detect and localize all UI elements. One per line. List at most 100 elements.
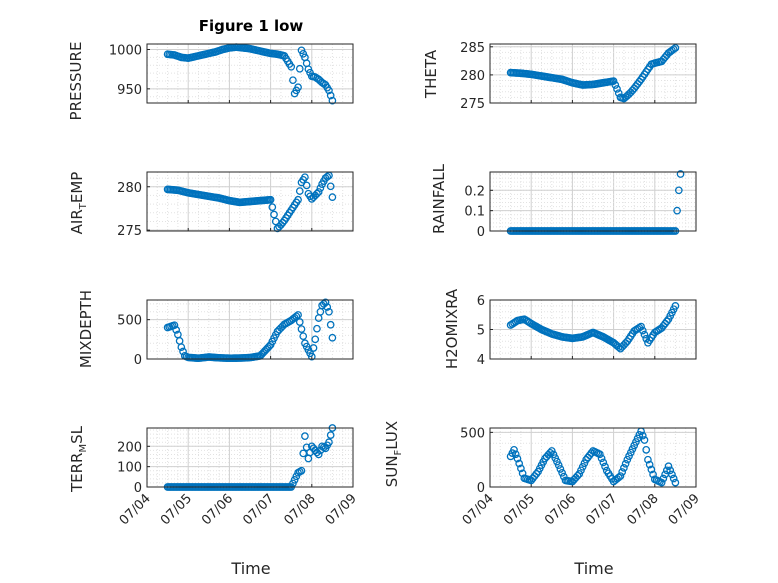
panel-background <box>147 428 353 487</box>
data-point <box>511 450 520 459</box>
axes-box <box>489 43 697 104</box>
data-point <box>638 431 647 440</box>
axes-box <box>489 427 697 488</box>
data-point <box>671 478 680 487</box>
data-point <box>295 64 304 73</box>
data-point <box>170 321 179 330</box>
y-tick-label: 0 <box>477 481 485 496</box>
y-tick-label: 500 <box>460 426 485 441</box>
data-point <box>513 454 522 463</box>
data-point <box>659 474 668 483</box>
data-point <box>328 96 337 105</box>
data-point <box>669 45 678 54</box>
data-point <box>314 188 323 196</box>
data-point <box>611 81 620 89</box>
data-point <box>326 182 335 191</box>
data-point <box>266 195 275 204</box>
y-tick-label: 950 <box>117 83 142 98</box>
data-point <box>309 344 318 352</box>
x-tick-label: 07/06 <box>542 491 579 528</box>
data-point <box>326 91 335 100</box>
panel-2: 275 280 285 <box>460 41 697 112</box>
panel-1-ylabel: PRESSURE <box>67 42 85 121</box>
data-point <box>671 302 680 310</box>
panel-4: 0 0.1 0.2 <box>464 170 697 240</box>
y-tick-label: 500 <box>117 314 142 329</box>
axes-box <box>146 43 354 104</box>
data-point <box>666 466 675 475</box>
data-point <box>597 454 606 463</box>
data-point <box>618 468 627 476</box>
data-point <box>518 469 527 478</box>
data-point <box>323 303 332 311</box>
data-point <box>323 172 332 181</box>
data-point <box>290 476 299 484</box>
data-point <box>596 450 604 459</box>
data-point <box>640 436 649 444</box>
panel-1: 950 1000 <box>109 43 354 105</box>
x-tick-label: 07/08 <box>282 491 319 528</box>
data-point <box>556 465 565 473</box>
data-point <box>626 448 635 457</box>
y-tick-label: 0.1 <box>464 205 485 220</box>
y-tick-label: 6 <box>477 294 485 309</box>
x-tick-label: 07/05 <box>501 491 538 528</box>
data-point <box>573 471 582 480</box>
xaxis-label-left: Time <box>230 559 270 578</box>
data-point <box>302 181 311 190</box>
data-point <box>311 335 320 344</box>
data-point <box>640 330 649 339</box>
data-point <box>307 352 316 361</box>
y-tick-label: 5 <box>477 324 485 339</box>
data-point <box>314 450 323 459</box>
data-point <box>614 473 623 482</box>
data-point <box>647 465 656 474</box>
axes-box <box>146 427 354 488</box>
data-point <box>179 347 187 356</box>
panel-4-ylabel: RAINFALL <box>430 163 448 234</box>
data-point <box>295 318 304 326</box>
y-tick-label: 0.2 <box>464 184 485 199</box>
data-point <box>271 217 280 226</box>
data-point <box>575 470 584 478</box>
data-point <box>325 438 333 447</box>
data-point <box>621 459 630 468</box>
x-tick-label: 07/09 <box>323 491 360 528</box>
data-point <box>294 83 302 92</box>
data-point <box>326 431 335 439</box>
data-point <box>321 298 330 307</box>
data-point <box>325 86 333 95</box>
y-tick-label: 275 <box>460 97 485 112</box>
y-tick-label: 4 <box>477 353 485 368</box>
data-point <box>549 450 558 459</box>
data-point <box>662 317 671 326</box>
data-point <box>177 343 186 352</box>
data-point <box>295 187 304 195</box>
axes-box <box>146 299 354 360</box>
panel-6-ylabel: H2OMIXRA <box>443 288 461 369</box>
y-tick-label: 0 <box>134 353 142 368</box>
axes-box <box>146 171 354 232</box>
panel-3-ylabel: AIRTEMP <box>68 172 89 235</box>
data-point <box>676 170 685 178</box>
panel-background <box>490 172 696 231</box>
data-point <box>289 76 297 85</box>
panel-6: 4 5 6 <box>477 294 697 368</box>
x-tick-label: 07/07 <box>583 491 620 528</box>
data-point <box>328 193 337 202</box>
x-tick-label: 07/04 <box>460 491 497 528</box>
data-point <box>649 470 657 479</box>
data-point <box>299 332 308 341</box>
data-point <box>297 325 306 333</box>
xaxis-label-right: Time <box>573 559 613 578</box>
y-tick-label: 285 <box>460 41 485 56</box>
x-tick-label: 07/06 <box>199 491 236 528</box>
y-tick-label: 280 <box>460 69 485 84</box>
y-tick-label: 1000 <box>109 44 142 59</box>
data-point <box>301 173 309 182</box>
panel-2-ylabel: THETA <box>422 49 440 99</box>
data-point <box>642 445 651 454</box>
figure-title: Figure 1 low <box>199 17 304 35</box>
data-point <box>325 307 333 316</box>
